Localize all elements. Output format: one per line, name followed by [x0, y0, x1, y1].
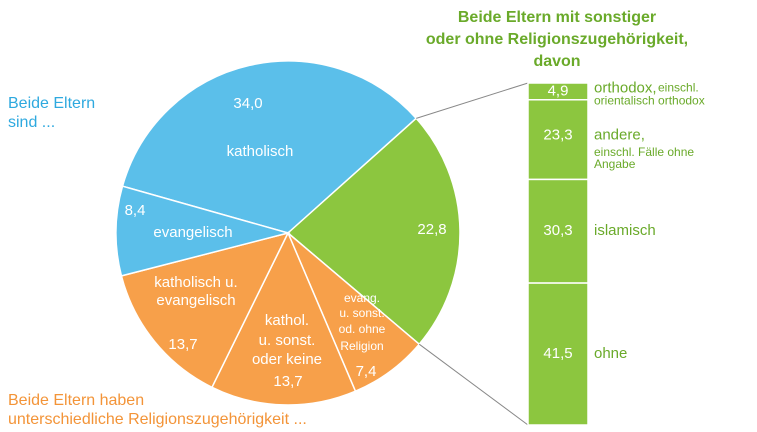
bar-category-label: ohne [594, 345, 627, 362]
slice-label: evang. [344, 291, 380, 305]
bar-category-label: islamisch [594, 222, 656, 239]
pie-slice [115, 185, 291, 277]
connector [418, 343, 529, 426]
bar-value-label: 41,5 [543, 345, 572, 362]
slice-value-label: 13,7 [168, 336, 197, 353]
bar-value-label: 30,3 [543, 222, 572, 239]
slice-label: kathol. [265, 312, 309, 329]
slice-value-label: 7,4 [356, 363, 377, 380]
bar-value-label: 4,9 [548, 82, 569, 99]
group-label: sind ... [8, 114, 55, 131]
bar-value-label: 23,3 [543, 127, 572, 144]
slice-label: u. sonst. [259, 332, 316, 349]
bar-title: Beide Eltern mit sonstiger [458, 9, 656, 26]
pie-slice [120, 231, 290, 389]
slice-value-label: 13,7 [273, 373, 302, 390]
bar-note: einschl. [658, 81, 699, 95]
group-label: unterschiedliche Religionszugehörigkeit … [8, 411, 307, 428]
slice-label: evangelisch [153, 224, 232, 241]
connector [416, 82, 529, 119]
slice-label: evangelisch [156, 292, 235, 309]
slice-value-label: 8,4 [125, 202, 146, 219]
group-label: Beide Eltern [8, 95, 95, 112]
slice-label: katholisch u. [154, 274, 237, 291]
slice-value-label: 34,0 [233, 95, 262, 112]
pie-slice [210, 231, 357, 406]
slice-label: katholisch [227, 143, 294, 160]
slice-label: Religion [340, 339, 383, 353]
bar-segment [527, 282, 589, 426]
slice-label: od. ohne [339, 322, 386, 336]
slice-label: u. sonst. [339, 306, 384, 320]
bar-title: davon [533, 53, 580, 70]
bar-note: Angabe [594, 157, 636, 171]
bar-category-label: orthodox, [594, 79, 657, 96]
pie-slice [286, 117, 461, 346]
slice-label: oder keine [252, 351, 322, 368]
bar-note: orientalisch orthodox [594, 94, 705, 108]
bar-segment [527, 178, 589, 284]
bar-category-label: andere, [594, 127, 645, 144]
group-label: Beide Eltern haben [8, 392, 144, 409]
bar-note: einschl. Fälle ohne [594, 145, 694, 159]
pie-slice [121, 60, 418, 234]
slice-value-label: 22,8 [417, 221, 446, 238]
bar-title: oder ohne Religionszugehörigkeit, [426, 31, 688, 48]
